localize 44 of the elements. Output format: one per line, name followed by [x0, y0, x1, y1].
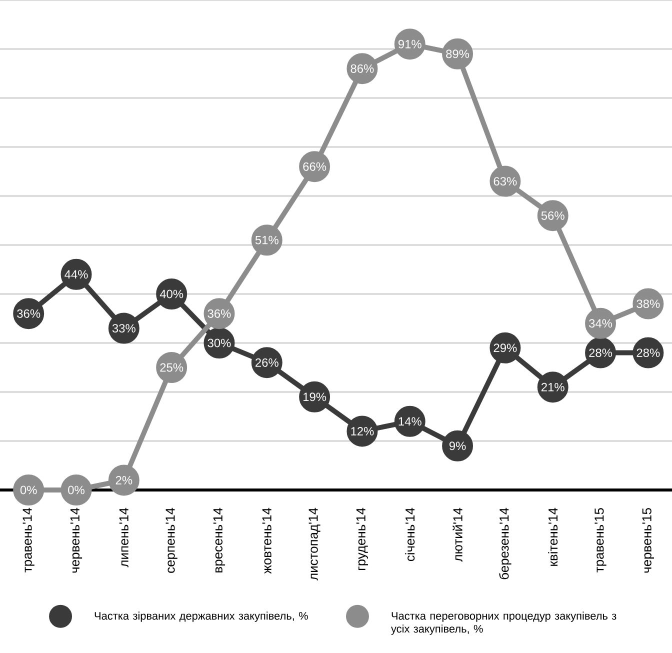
data-label: 29%	[494, 344, 517, 352]
data-label: 89%	[446, 50, 470, 58]
data-label: 36%	[17, 309, 40, 318]
data-label: 38%	[636, 300, 660, 308]
legend-label: Частка зірваних державних закупівель, %	[94, 612, 308, 622]
data-label: 30%	[208, 338, 231, 348]
x-tick-label: серпень'14	[166, 508, 178, 573]
x-tick-label: грудень'14	[356, 508, 368, 570]
data-label: 34%	[589, 319, 612, 328]
x-tick-label: вресень'14	[213, 508, 226, 572]
data-label: 44%	[64, 270, 88, 279]
x-tick-label: березень'14	[499, 508, 512, 580]
x-tick-label: листопад'14	[308, 508, 320, 580]
data-label: 0%	[68, 486, 84, 494]
data-label: 40%	[160, 290, 184, 298]
data-label: 33%	[112, 324, 136, 333]
data-label: 12%	[351, 426, 374, 436]
x-tick-label: травень'14	[22, 508, 34, 572]
data-label: 19%	[304, 392, 326, 402]
x-tick-label: жовтень'14	[262, 508, 272, 574]
data-label: 91%	[398, 40, 422, 48]
data-label: 66%	[303, 162, 326, 171]
data-label: 21%	[541, 382, 564, 392]
x-tick-label: травень'15	[594, 508, 606, 572]
data-label: 0%	[20, 486, 37, 494]
data-label: 36%	[208, 309, 231, 318]
x-tick-label: червень'15	[642, 508, 654, 573]
data-label: 51%	[255, 236, 278, 244]
data-label: 9%	[449, 442, 466, 450]
data-label: 63%	[494, 177, 517, 186]
data-label: 2%	[116, 476, 132, 484]
data-label: 28%	[589, 348, 612, 358]
data-label: 26%	[256, 358, 278, 367]
x-tick-label: лютий'14	[452, 508, 462, 562]
data-label: 86%	[350, 64, 374, 73]
data-label: 25%	[160, 363, 184, 372]
data-label: 28%	[636, 348, 660, 358]
x-tick-label: січень'14	[405, 508, 415, 562]
x-tick-label: квітень'14	[548, 508, 558, 566]
x-tick-label: липень'14	[119, 508, 128, 568]
data-label: 14%	[398, 417, 422, 426]
x-tick-label: червень'14	[70, 508, 82, 573]
legend-label: Частка переговорних процедур закупівель з усіх закупівель, %	[391, 612, 616, 635]
data-label: 56%	[541, 211, 564, 220]
